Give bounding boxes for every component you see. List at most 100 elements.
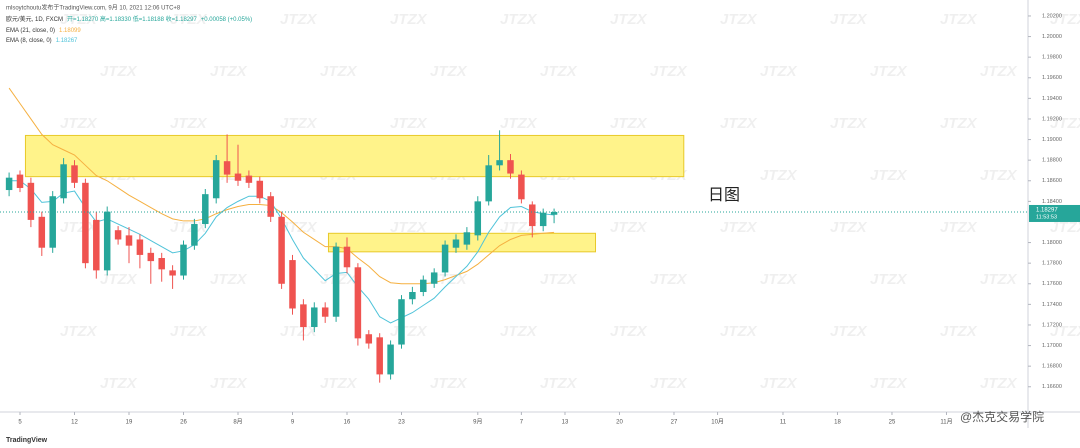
credit: @杰克交易学院: [960, 409, 1044, 424]
candle-body: [452, 239, 460, 248]
watermark: JTZX: [320, 63, 358, 80]
x-tick-label: 9: [291, 420, 295, 426]
candle-body: [507, 160, 514, 174]
candle-body: [420, 279, 427, 293]
watermark: JTZX: [60, 219, 98, 236]
y-tick-label: 1.20200: [1042, 13, 1062, 19]
candle-body: [49, 196, 56, 248]
watermark: JTZX: [390, 219, 428, 236]
watermark: JTZX: [870, 375, 908, 392]
y-tick-label: 1.17600: [1042, 281, 1062, 287]
candle-body: [387, 344, 394, 375]
legend-ema8: EMA (8, close, 0) 1.18267: [6, 38, 78, 44]
candle-body: [82, 182, 89, 264]
watermark: JTZX: [940, 219, 978, 236]
watermark: JTZX: [170, 323, 208, 340]
attribution: mlsoytchoutu发布于TradingView.com, 9月 10, 2…: [6, 4, 181, 12]
watermark: JTZX: [610, 219, 648, 236]
x-tick-label: 11月: [940, 419, 952, 426]
watermark: JTZX: [500, 219, 538, 236]
candle-body: [463, 232, 471, 245]
x-tick-label: 7: [520, 420, 524, 426]
watermark: JTZX: [760, 375, 798, 392]
x-tick-label: 12: [71, 420, 78, 426]
watermark: JTZX: [610, 11, 648, 28]
watermark: JTZX: [830, 219, 868, 236]
watermark: JTZX: [760, 271, 798, 288]
candle-body: [441, 244, 449, 273]
x-tick-label: 16: [344, 420, 351, 426]
candle-body: [180, 244, 187, 276]
y-tick-label: 1.18800: [1042, 158, 1062, 164]
countdown: 11:53:53: [1036, 214, 1057, 220]
watermark: JTZX: [500, 115, 538, 132]
y-tick-label: 1.20000: [1042, 34, 1062, 40]
y-tick-label: 1.16800: [1042, 364, 1062, 370]
x-tick-label: 11: [780, 420, 787, 426]
watermark: JTZX: [610, 323, 648, 340]
candle-body: [311, 307, 318, 328]
x-tick-label: 8月: [233, 419, 242, 426]
x-tick-label: 20: [616, 420, 623, 426]
candle-body: [125, 235, 133, 246]
watermark: JTZX: [650, 375, 688, 392]
watermark: JTZX: [280, 323, 318, 340]
candle-body: [147, 252, 155, 262]
x-tick-label: 25: [889, 420, 896, 426]
watermark: JTZX: [170, 11, 208, 28]
watermark: JTZX: [60, 11, 98, 28]
watermark: JTZX: [430, 375, 468, 392]
watermark: JTZX: [1050, 11, 1080, 28]
x-tick-label: 19: [126, 420, 133, 426]
watermark: JTZX: [650, 271, 688, 288]
watermark: JTZX: [500, 323, 538, 340]
y-tick-label: 1.18000: [1042, 240, 1062, 246]
watermark: JTZX: [720, 323, 758, 340]
ohlc: 开=1.18270 高=1.18330 低=1.18188 收=1.18297: [67, 15, 197, 23]
x-tick-label: 10月: [711, 419, 724, 426]
candle-body: [343, 246, 351, 268]
y-tick-label: 1.17400: [1042, 302, 1062, 308]
watermark: JTZX: [870, 271, 908, 288]
candle-body: [321, 307, 329, 317]
candle-body: [474, 201, 482, 236]
watermark: JTZX: [980, 167, 1018, 184]
watermark: JTZX: [980, 63, 1018, 80]
watermark: JTZX: [830, 115, 868, 132]
watermark: JTZX: [940, 11, 978, 28]
watermark: JTZX: [60, 115, 98, 132]
candle-body: [376, 337, 383, 375]
y-tick-label: 1.16600: [1042, 384, 1062, 390]
y-tick-label: 1.19200: [1042, 116, 1062, 122]
watermark: JTZX: [870, 63, 908, 80]
candle-body: [5, 177, 13, 191]
zone: [24, 134, 685, 178]
symbol-line: 欧元/美元, 1D, FXCM 开=1.18270 高=1.18330 低=1.1…: [6, 15, 252, 23]
y-tick-label: 1.19000: [1042, 137, 1062, 143]
candle-body: [223, 161, 231, 175]
watermark: JTZX: [830, 11, 868, 28]
watermark: JTZX: [980, 375, 1018, 392]
x-tick-label: 27: [671, 420, 678, 426]
y-tick-label: 1.19800: [1042, 55, 1062, 61]
candle-body: [169, 270, 176, 276]
watermark: JTZX: [100, 271, 138, 288]
legend-value: 1.18099: [59, 28, 81, 34]
y-tick-label: 1.18600: [1042, 178, 1062, 184]
brand: TradingView: [6, 437, 48, 444]
watermark: JTZX: [60, 323, 98, 340]
candle-body: [354, 267, 362, 339]
watermark: JTZX: [940, 115, 978, 132]
candle-body: [518, 174, 525, 200]
y-tick-label: 1.17800: [1042, 261, 1062, 267]
candle-body: [539, 212, 547, 227]
plot: [0, 87, 1028, 383]
x-tick-label: 26: [180, 420, 187, 426]
watermark: JTZX: [720, 115, 758, 132]
candle-body: [27, 182, 35, 220]
watermark: JTZX: [1050, 219, 1080, 236]
watermark: JTZX: [980, 271, 1018, 288]
candle-body: [71, 165, 78, 183]
watermark: JTZX: [1050, 115, 1080, 132]
